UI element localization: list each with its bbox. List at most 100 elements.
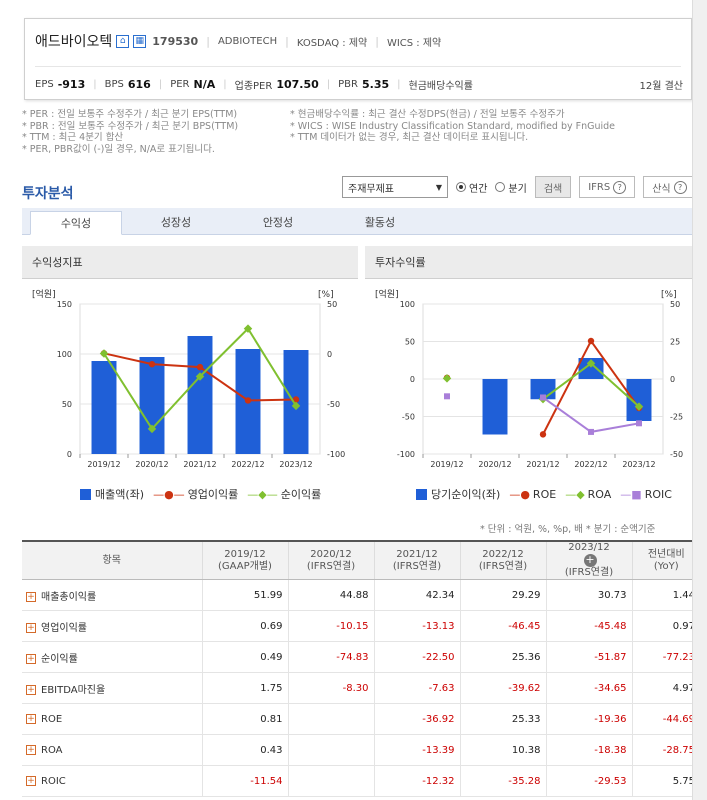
company-title-row: 애드바이오텍 ⌂ ▦ 179530 | ADBIOTECH | KOSDAQ :… (35, 31, 441, 51)
x-tick-label: 2023/12 (622, 460, 655, 469)
table-cell: 29.29 (459, 579, 546, 611)
legend-label: 매출액(좌) (95, 488, 145, 501)
expand-icon[interactable]: + (26, 653, 36, 664)
ifrs-button[interactable]: IFRS? (579, 176, 636, 198)
metrics-row: EPS -913 | BPS 616 | PER N/A | 업종PER 107.50 … (35, 78, 473, 92)
table-row: + 영업이익률 0.69 -10.15 -13.13 -46.45 -45.48 0.97 (22, 610, 700, 642)
legend-label: 당기순이익(좌) (431, 488, 501, 501)
header-divider (35, 66, 681, 67)
table-cell: 0.97 (631, 610, 700, 642)
table-cell: 0.69 (201, 610, 288, 642)
per-label: PER (170, 79, 190, 90)
analysis-tabs: 수익성 성장성 안정성 활동성 (22, 208, 700, 235)
note-line: * PER, PBR값이 (-)일 경우, N/A로 표기됩니다. (22, 143, 215, 155)
y-right-tick-label: 0 (670, 375, 675, 384)
expand-icon[interactable]: + (26, 744, 36, 755)
table-cell: -18.38 (545, 734, 632, 766)
table-cell: -8.30 (287, 672, 374, 704)
x-tick-label: 2019/12 (430, 460, 463, 469)
legend-label: 영업이익률 (187, 488, 239, 501)
dividend-label: 현금배당수익률 (408, 81, 473, 92)
table-cell (287, 765, 374, 797)
building-icon[interactable]: ▦ (133, 34, 147, 48)
tab-activity[interactable]: 활동성 (364, 216, 396, 229)
add-period-icon[interactable]: + (583, 553, 597, 567)
table-cell: -10.15 (287, 610, 374, 642)
point-순이익률 (291, 401, 301, 411)
point-ROIC (588, 428, 594, 435)
panel-profitability-title: 수익성지표 (22, 246, 358, 279)
statement-select[interactable]: 주재무제표 ▼ (342, 176, 448, 198)
pbr-value: 5.35 (362, 78, 390, 91)
row-label-cell[interactable]: + 영업이익률 (22, 610, 202, 642)
vertical-scrollbar[interactable] (692, 0, 707, 800)
bps-label: BPS (104, 79, 124, 90)
row-label-cell[interactable]: + 순이익률 (22, 641, 202, 673)
y-left-tick-label: 100 (57, 350, 72, 359)
notes-left: * PER : 전일 보통주 수정주가 / 최근 분기 EPS(TTM) * P… (22, 109, 238, 155)
header-line1: 2020/12 (310, 548, 352, 560)
radio-annual[interactable]: 연간 (456, 180, 487, 195)
table-cell: -34.65 (545, 672, 632, 704)
formula-button[interactable]: 산식? (643, 176, 696, 198)
radio-quarter[interactable]: 분기 (495, 180, 527, 195)
radio-quarter-label: 분기 (508, 183, 527, 195)
series-line-ROIC (542, 396, 640, 433)
return-chart: [억원] [%] -100 -50 0 50 100 -50 -25 0 25 50 2019/12 20… (375, 288, 683, 469)
header-line1: 2023/12 (568, 542, 610, 553)
y-left-tick-label: 100 (400, 300, 415, 309)
tab-stability[interactable]: 안정성 (262, 216, 294, 229)
header-line2: (IFRS연결) (306, 560, 356, 572)
table-cell (287, 703, 374, 735)
row-label-cell[interactable]: + EBITDA마진율 (22, 672, 202, 704)
table-header-cell: 2023/12 + (IFRS연결) (545, 540, 632, 580)
y-right-tick-label: -25 (670, 413, 683, 422)
point-ROA (442, 374, 452, 383)
expand-icon[interactable]: + (26, 713, 36, 724)
y-right-tick-label: 50 (670, 300, 680, 309)
bar-2019/12 (91, 361, 117, 454)
table-cell: 51.99 (201, 579, 288, 611)
table-cell: -77.23 (631, 641, 700, 673)
table-row: + ROA 0.43 -13.39 10.38 -18.38 -28.75 (22, 734, 700, 766)
row-label-cell[interactable]: + ROIC (22, 765, 202, 797)
y-left-tick-label: -50 (402, 413, 415, 422)
tab-growth[interactable]: 성장성 (160, 216, 192, 229)
left-unit-label: [억원] (32, 288, 56, 300)
y-left-tick-label: 0 (410, 375, 415, 384)
table-row: + ROIC -11.54 -12.32 -35.28 -29.53 5.75 (22, 765, 700, 797)
right-unit-label: [%] (661, 290, 677, 300)
row-label-cell[interactable]: + ROA (22, 734, 202, 766)
search-button[interactable]: 검색 (534, 176, 572, 198)
table-row: + 매출총이익률 51.99 44.88 42.34 29.29 30.73 1.44 (22, 579, 700, 611)
row-label-cell[interactable]: + 매출총이익률 (22, 579, 202, 611)
legend-item: —● ROE (509, 487, 557, 501)
row-label-cell[interactable]: + ROE (22, 703, 202, 735)
x-tick-label: 2023/12 (279, 460, 312, 469)
notes-right: * 현금배당수익률 : 최근 결산 수정DPS(현금) / 전일 보통주 수정주… (290, 109, 615, 144)
point-ROIC (636, 420, 642, 427)
expand-icon[interactable]: + (26, 622, 36, 633)
company-name: 애드바이오텍 (35, 34, 113, 50)
profitability-chart: [억원] [%] 0 50 100 150 -100 -50 0 50 2019/12 2020/12… (32, 288, 345, 469)
expand-icon[interactable]: + (26, 775, 36, 786)
table-cell: 10.38 (459, 734, 546, 766)
table-cell: -51.87 (545, 641, 632, 673)
ratio-table: 항목 2019/12 (GAAP개별) 2020/12 (IFRS연결) 2021/12(… (22, 540, 700, 797)
tab-profitability[interactable]: 수익성 (30, 211, 122, 235)
table-cell: 4.97 (631, 672, 700, 704)
company-eng-name: ADBIOTECH (217, 35, 278, 47)
home-icon[interactable]: ⌂ (116, 34, 130, 48)
right-unit-label: [%] (318, 290, 334, 300)
expand-icon[interactable]: + (26, 591, 36, 602)
left-unit-label: [억원] (375, 288, 399, 300)
legend-item: 매출액(좌) (80, 486, 144, 502)
table-header-cell: 전년대비 (YoY) (631, 540, 700, 580)
expand-icon[interactable]: + (26, 684, 36, 695)
x-tick-label: 2022/12 (231, 460, 264, 469)
table-header-cell: 2022/12 (IFRS연결) (459, 540, 546, 580)
table-cell: -44.69 (631, 703, 700, 735)
row-label: 순이익률 (41, 653, 78, 665)
header-line1: 항목 (102, 554, 121, 566)
table-cell: 42.34 (373, 579, 460, 611)
